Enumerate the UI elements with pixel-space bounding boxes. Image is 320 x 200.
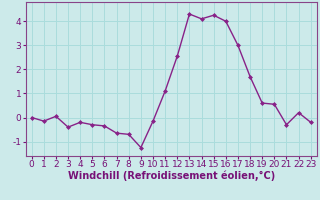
X-axis label: Windchill (Refroidissement éolien,°C): Windchill (Refroidissement éolien,°C): [68, 171, 275, 181]
